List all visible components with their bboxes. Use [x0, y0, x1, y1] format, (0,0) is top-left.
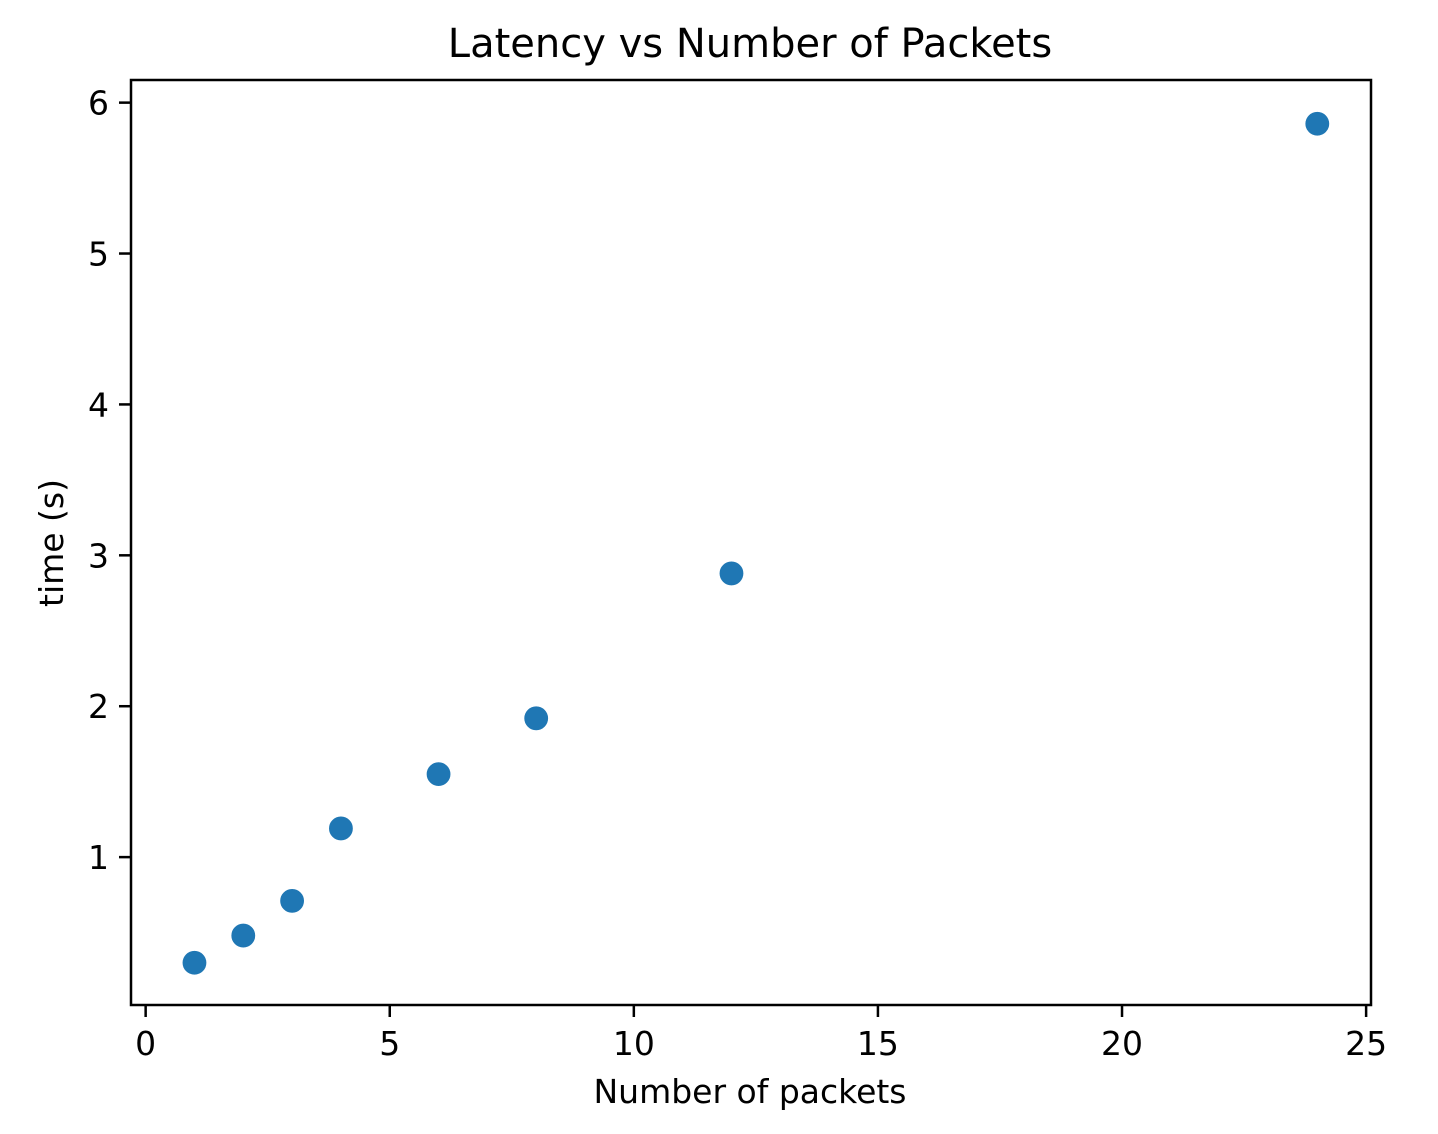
- x-tick-label: 10: [613, 1024, 655, 1063]
- x-axis-label: Number of packets: [593, 1072, 906, 1111]
- plot-frame: [129, 78, 1373, 1007]
- data-point: [230, 922, 257, 949]
- data-point: [1304, 110, 1331, 137]
- data-point: [279, 887, 306, 914]
- chart-title: Latency vs Number of Packets: [448, 21, 1052, 67]
- data-point: [425, 761, 452, 788]
- y-axis-label: time (s): [32, 479, 71, 607]
- data-points: [181, 110, 1331, 976]
- x-tick-label: 25: [1345, 1024, 1387, 1063]
- data-point: [181, 949, 208, 976]
- data-point: [327, 815, 355, 842]
- x-tick-label: 5: [379, 1024, 400, 1063]
- y-tick-label: 6: [88, 84, 109, 123]
- y-tick-label: 4: [88, 385, 109, 424]
- y-tick-label: 3: [88, 536, 109, 575]
- plot-area: [129, 78, 1373, 1007]
- y-axis-ticks: 1 2 3 4 5 6: [88, 84, 131, 877]
- data-point: [718, 560, 745, 587]
- x-tick-label: 15: [857, 1024, 899, 1063]
- y-tick-label: 5: [88, 235, 109, 274]
- data-point: [523, 705, 550, 732]
- x-tick-label: 20: [1101, 1024, 1143, 1063]
- y-tick-label: 2: [88, 687, 109, 726]
- y-tick-label: 1: [88, 838, 109, 877]
- x-axis-ticks: 0 5 10 15 20 25: [135, 1005, 1387, 1063]
- x-tick-label: 0: [135, 1024, 156, 1063]
